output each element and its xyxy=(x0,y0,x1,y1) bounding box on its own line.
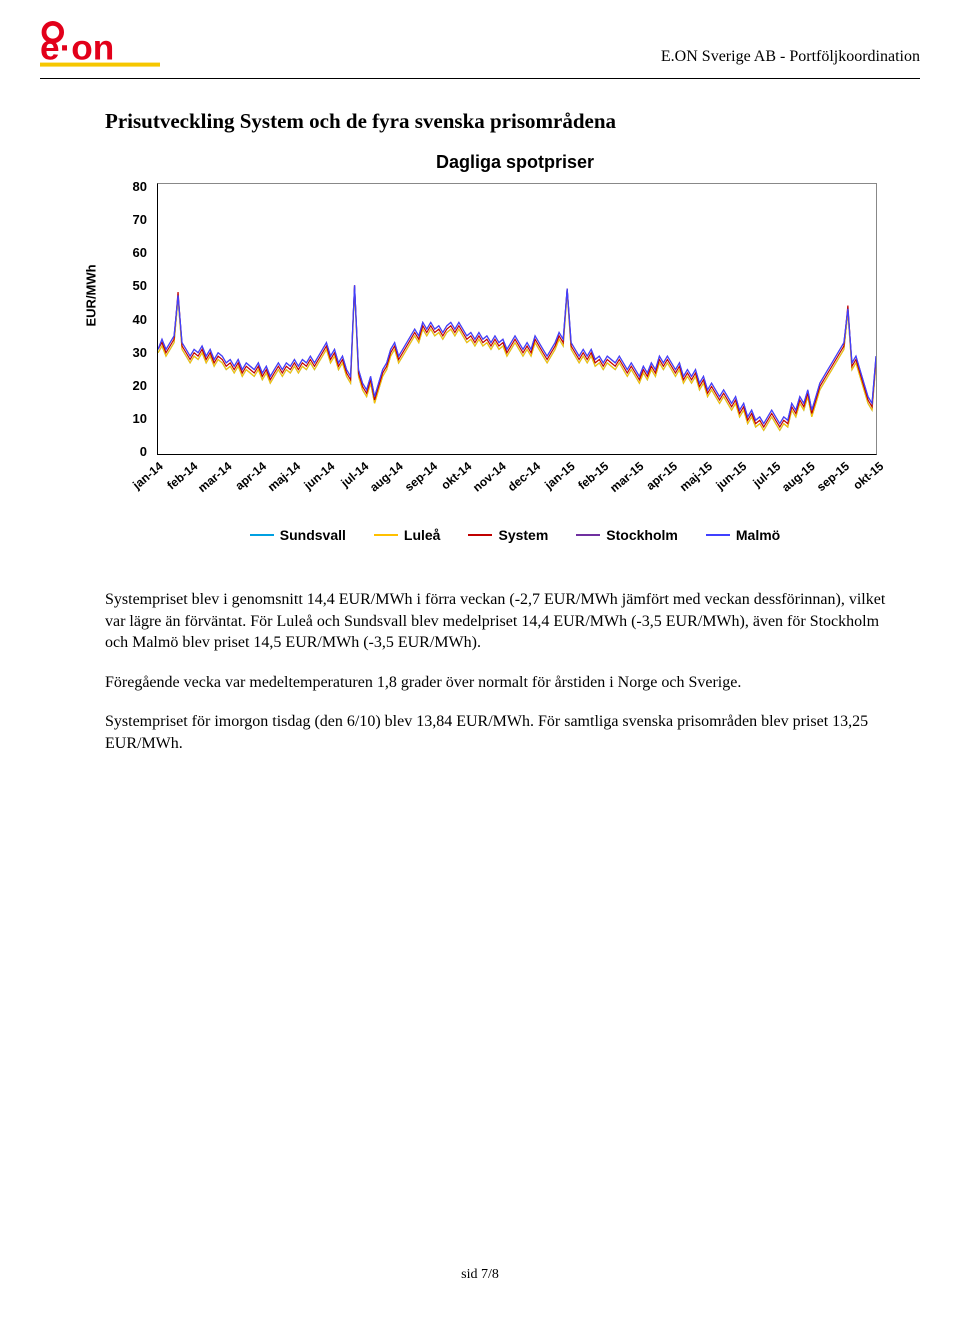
legend-item: Stockholm xyxy=(576,527,678,543)
body-text: Systempriset blev i genomsnitt 14,4 EUR/… xyxy=(105,589,890,755)
page-footer: sid 7/8 xyxy=(0,1267,960,1283)
spot-price-chart: Dagliga spotpriser EUR/MWh 8070605040302… xyxy=(105,152,885,543)
legend-swatch xyxy=(250,534,274,536)
x-tick: apr-14 xyxy=(232,459,269,493)
x-tick: jan-14 xyxy=(130,459,166,492)
x-tick: jul-14 xyxy=(339,459,372,490)
x-tick: okt-14 xyxy=(439,459,475,492)
legend-label: Stockholm xyxy=(606,527,678,543)
svg-text:e·on: e·on xyxy=(40,28,114,67)
x-tick: okt-15 xyxy=(850,459,886,492)
y-tick: 70 xyxy=(105,212,147,227)
x-tick: aug-14 xyxy=(367,459,406,495)
x-tick: feb-14 xyxy=(164,459,200,492)
y-tick: 80 xyxy=(105,179,147,194)
y-axis: 80 70 60 50 40 30 20 10 0 xyxy=(105,179,153,459)
page-header: e·on E.ON Sverige AB - Portföljkoordinat… xyxy=(0,0,960,78)
y-tick: 20 xyxy=(105,378,147,393)
x-tick: jun-14 xyxy=(301,459,337,492)
x-tick: jun-15 xyxy=(713,459,749,492)
x-tick: jan-15 xyxy=(542,459,578,492)
x-tick: apr-15 xyxy=(644,459,681,493)
legend-swatch xyxy=(374,534,398,536)
x-tick: maj-15 xyxy=(676,459,714,494)
series-line-sundsvall xyxy=(158,289,876,431)
eon-logo: e·on xyxy=(40,20,200,70)
chart-area: EUR/MWh 80706050403020100 jan-14feb-14ma… xyxy=(105,179,885,519)
x-tick: jul-15 xyxy=(750,459,783,490)
x-tick: nov-14 xyxy=(470,459,509,495)
legend-swatch xyxy=(468,534,492,536)
legend-item: Malmö xyxy=(706,527,780,543)
content: Prisutveckling System och de fyra svensk… xyxy=(0,79,960,755)
y-tick: 30 xyxy=(105,345,147,360)
paragraph-1: Systempriset blev i genomsnitt 14,4 EUR/… xyxy=(105,589,890,654)
paragraph-2: Föregående vecka var medeltemperaturen 1… xyxy=(105,672,890,694)
x-tick: aug-15 xyxy=(779,459,818,495)
y-tick: 40 xyxy=(105,312,147,327)
y-tick: 60 xyxy=(105,245,147,260)
x-tick: sep-15 xyxy=(814,459,852,494)
y-tick: 10 xyxy=(105,411,147,426)
chart-legend: Sundsvall Luleå System Stockholm Malmö xyxy=(105,527,885,543)
x-axis: jan-14feb-14mar-14apr-14maj-14jun-14jul-… xyxy=(157,459,877,499)
legend-label: System xyxy=(498,527,548,543)
legend-item: Sundsvall xyxy=(250,527,346,543)
legend-label: Luleå xyxy=(404,527,441,543)
section-title: Prisutveckling System och de fyra svensk… xyxy=(105,109,890,134)
page-number: sid 7/8 xyxy=(461,1267,499,1282)
series-line-system xyxy=(158,285,876,427)
legend-item: Luleå xyxy=(374,527,441,543)
series-line-malmö xyxy=(158,285,876,423)
x-tick: feb-15 xyxy=(576,459,612,492)
legend-item: System xyxy=(468,527,548,543)
y-tick: 0 xyxy=(105,444,147,459)
y-tick: 50 xyxy=(105,278,147,293)
x-tick: maj-14 xyxy=(265,459,303,494)
x-tick: mar-14 xyxy=(195,459,234,495)
x-tick: dec-14 xyxy=(505,459,543,494)
legend-label: Malmö xyxy=(736,527,780,543)
x-tick: sep-14 xyxy=(402,459,440,494)
series-line-luleå xyxy=(158,289,876,431)
series-line-stockholm xyxy=(158,285,876,423)
x-tick: mar-15 xyxy=(607,459,646,495)
y-axis-label: EUR/MWh xyxy=(84,264,99,326)
header-company: E.ON Sverige AB - Portföljkoordination xyxy=(661,48,920,70)
plot-area xyxy=(157,183,877,455)
paragraph-3: Systempriset för imorgon tisdag (den 6/1… xyxy=(105,711,890,754)
legend-label: Sundsvall xyxy=(280,527,346,543)
legend-swatch xyxy=(576,534,600,536)
chart-title: Dagliga spotpriser xyxy=(105,152,885,173)
legend-swatch xyxy=(706,534,730,536)
